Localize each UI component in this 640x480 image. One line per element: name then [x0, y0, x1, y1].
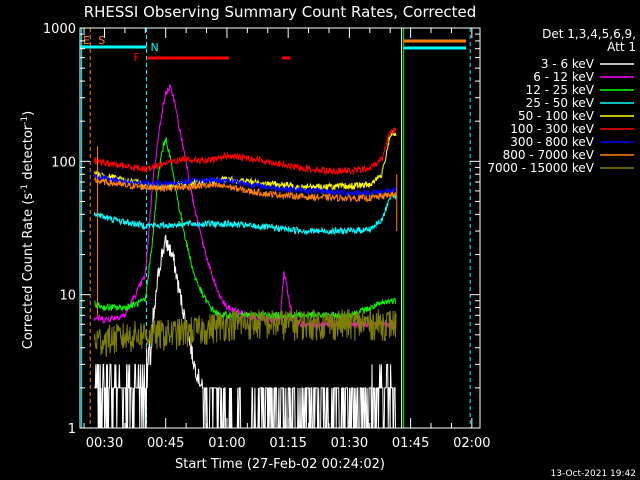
series-line-4	[93, 192, 397, 236]
legend-header-2: Att 1	[607, 40, 636, 54]
legend-label: 100 - 300 keV	[510, 122, 594, 136]
x-tick-label: 02:00	[453, 436, 490, 451]
y-tick-label: 10	[59, 289, 76, 304]
legend-label: 12 - 25 keV	[526, 83, 595, 97]
legend-label: 800 - 7000 keV	[503, 148, 595, 162]
axis-layer: 1 10 100 1000 00:30 00:45 01:00 01:15 01:30 01:45…	[43, 22, 491, 451]
plot-frame	[79, 27, 481, 429]
footer-date: 13-Oct-2021 19:42	[551, 469, 636, 479]
legend-label: 6 - 12 keV	[533, 70, 595, 84]
x-tick-label: 01:45	[392, 436, 429, 451]
series-line-8	[93, 176, 397, 203]
series-line-6	[93, 126, 397, 176]
legend-label: 50 - 100 keV	[518, 109, 595, 123]
legend-label: 7000 - 15000 keV	[487, 161, 594, 175]
x-axis-label: Start Time (27-Feb-02 00:24:02)	[175, 457, 385, 472]
x-tick-label: 01:30	[331, 436, 368, 451]
y-tick-label: 1	[68, 422, 76, 437]
flag-label: F	[133, 51, 139, 64]
x-tick-label: 00:30	[86, 436, 123, 451]
y-tick-label: 1000	[43, 22, 76, 37]
legend-label: 25 - 50 keV	[526, 96, 595, 110]
series-line-2	[93, 84, 397, 330]
x-tick-label: 01:15	[269, 436, 306, 451]
flag-label: E	[83, 34, 90, 47]
y-axis-label: Corrected Count Rate (s-1 detector-1)	[20, 111, 36, 349]
legend-header-1: Det 1,3,4,5,6,9,	[542, 27, 636, 41]
y-tick-label: 100	[51, 155, 76, 170]
flag-label: N	[151, 41, 159, 54]
x-tick-label: 01:00	[208, 436, 245, 451]
flag-label: S	[98, 34, 105, 47]
legend-label: 300 - 800 keV	[510, 135, 594, 149]
series-line-9	[93, 309, 397, 357]
series-line-7	[93, 172, 397, 198]
chart-title: RHESSI Observing Summary Count Rates, Co…	[84, 3, 477, 21]
data-layer: E S NF	[80, 28, 471, 429]
x-tick-label: 00:45	[147, 436, 184, 451]
legend-label: 3 - 6 keV	[541, 57, 595, 71]
